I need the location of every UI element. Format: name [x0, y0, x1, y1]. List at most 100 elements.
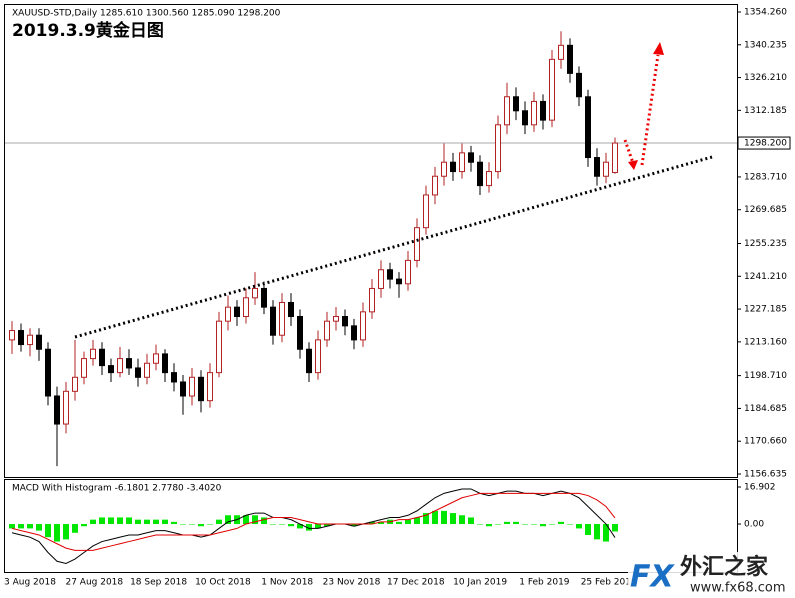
candle-body: [27, 334, 33, 346]
y-tick-label: 1340.235: [744, 40, 787, 50]
candle-body: [189, 376, 195, 397]
x-tick-label: 17 Dec 2018: [387, 578, 445, 588]
histogram-bar: [288, 524, 294, 527]
histogram-bar: [477, 524, 483, 525]
histogram-bar: [252, 515, 258, 525]
candle-body: [567, 44, 573, 74]
histogram-bar: [594, 524, 600, 540]
candle-body: [495, 124, 501, 173]
histogram-bar: [297, 524, 303, 529]
histogram-bar: [108, 517, 114, 525]
candle-body: [135, 367, 141, 378]
candle-body: [549, 58, 555, 121]
candle-body: [315, 339, 321, 374]
candle-body: [405, 259, 411, 285]
histogram-bar: [198, 524, 204, 527]
y-tick-label: 1326.210: [744, 73, 787, 83]
histogram-bar: [243, 515, 249, 525]
candle-body: [99, 348, 105, 367]
candle-body: [297, 316, 303, 350]
y-tick-label: 1255.235: [744, 239, 787, 249]
histogram-bar: [261, 517, 267, 525]
candle-body: [396, 278, 402, 285]
histogram-bar: [324, 524, 330, 527]
histogram-bar: [378, 521, 384, 525]
candle-body: [360, 311, 366, 341]
histogram-bar: [567, 524, 573, 525]
histogram-bar: [99, 517, 105, 525]
watermark-url: www.fx68.com: [690, 581, 786, 596]
candle-body: [513, 96, 519, 112]
histogram-bar: [45, 524, 51, 538]
histogram-bar: [396, 521, 402, 525]
histogram-bar: [18, 524, 24, 529]
histogram-bar: [63, 524, 69, 540]
histogram-bar: [540, 524, 546, 527]
symbol-header: XAUUSD-STD,Daily 1285.610 1300.560 1285.…: [12, 9, 281, 19]
histogram-bar: [207, 524, 213, 525]
y-tick-label: 1184.685: [744, 404, 787, 414]
candle-body: [9, 330, 15, 341]
y-tick-label: 1283.710: [744, 172, 787, 182]
candle-body: [378, 269, 384, 289]
histogram-bar: [603, 524, 609, 542]
y-tick-label: 1170.660: [744, 437, 787, 447]
candle-body: [225, 306, 231, 322]
candle-body: [288, 301, 294, 318]
candle-body: [117, 358, 123, 374]
histogram-bar: [549, 524, 555, 525]
histogram-bar: [189, 524, 195, 525]
candle-body: [198, 376, 204, 402]
y-tick-label: 1227.185: [744, 305, 787, 315]
x-tick-label: 23 Nov 2018: [323, 578, 381, 588]
chart-title: 2019.3.9黄金日图: [12, 20, 164, 41]
histogram-bar: [27, 524, 33, 529]
histogram-bar: [9, 524, 15, 529]
histogram-bar: [315, 524, 321, 529]
histogram-bar: [423, 513, 429, 525]
candle-body: [351, 325, 357, 341]
histogram-bar: [459, 515, 465, 525]
candle-body: [270, 306, 276, 336]
candle-body: [477, 161, 483, 187]
histogram-bar: [135, 519, 141, 525]
histogram-bar: [531, 524, 537, 525]
current-price-label: 1298.200: [744, 139, 787, 149]
candle-body: [468, 152, 474, 163]
candle-body: [522, 110, 528, 126]
histogram-bar: [306, 524, 312, 531]
candle-body: [207, 372, 213, 402]
histogram-bar: [162, 519, 168, 525]
candle-body: [432, 175, 438, 196]
candle-body: [387, 269, 393, 280]
candle-body: [216, 320, 222, 374]
candle-body: [585, 96, 591, 159]
candle-body: [279, 301, 285, 336]
candle-body: [252, 287, 258, 299]
candle-body: [18, 330, 24, 346]
histogram-bar: [513, 521, 519, 525]
candle-body: [603, 161, 609, 177]
candle-body: [72, 376, 78, 392]
candle-body: [414, 227, 420, 261]
histogram-bar: [225, 515, 231, 525]
y-tick-label: 1312.185: [744, 106, 787, 116]
y-tick-label: 1354.260: [744, 7, 787, 17]
histogram-bar: [576, 524, 582, 529]
histogram-bar: [180, 524, 186, 525]
candle-body: [234, 306, 240, 318]
candle-body: [504, 96, 510, 126]
candle-body: [612, 142, 618, 173]
histogram-bar: [369, 521, 375, 525]
y-tick-label: 1198.710: [744, 371, 787, 381]
red-arrow: [623, 139, 635, 164]
candle-body: [594, 157, 600, 177]
watermark-bg: [628, 552, 794, 596]
x-tick-label: 18 Sep 2018: [130, 578, 187, 588]
x-tick-label: 1 Nov 2018: [261, 578, 313, 588]
x-tick-label: 27 Aug 2018: [65, 578, 123, 588]
histogram-bar: [171, 521, 177, 525]
current-price-box: [737, 136, 791, 150]
candle-body: [342, 316, 348, 327]
